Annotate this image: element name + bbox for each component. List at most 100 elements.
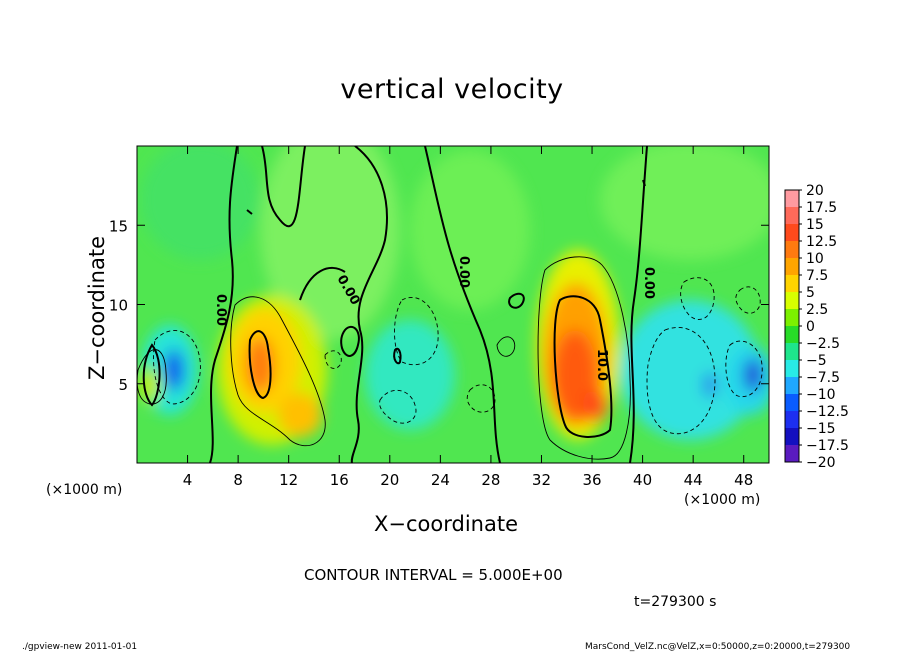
colorbar-swatch (785, 241, 799, 259)
colorbar-label: 17.5 (806, 200, 837, 216)
colorbar-swatch (785, 428, 799, 446)
colorbar-label: 10 (806, 251, 824, 267)
contour-label: 10.0 (594, 349, 609, 381)
time-note: t=279300 s (634, 594, 717, 610)
plot-area (137, 146, 769, 463)
colorbar-label: 0 (806, 319, 815, 335)
contour-line (299, 267, 346, 301)
colorbar-label: −5 (806, 353, 827, 369)
field-region (365, 320, 455, 430)
contour-label: 0.00 (213, 294, 228, 326)
colorbar-swatch (785, 190, 799, 208)
colorbar-swatch (785, 292, 799, 310)
contour-line (340, 325, 360, 357)
contour-line (537, 256, 631, 460)
colorbar-swatch (785, 445, 799, 463)
colorbar-label: 5 (806, 285, 815, 301)
contour-line (246, 209, 253, 215)
contour-line (248, 330, 272, 400)
colorbar-label: −7.5 (806, 370, 840, 386)
contour-line (466, 384, 496, 413)
x-tick-label: 36 (582, 471, 601, 489)
contour-line (629, 146, 648, 463)
colorbar-label: 20 (806, 183, 824, 199)
x-tick-label: 40 (633, 471, 652, 489)
contour-line (496, 336, 516, 357)
colorbar-swatch (785, 343, 799, 361)
x-tick-label: 4 (183, 471, 193, 489)
contour-line (394, 297, 439, 366)
contour-line (725, 340, 763, 398)
y-axis: 5 10 15 (109, 217, 769, 394)
y-tick-label: 10 (109, 297, 128, 315)
x-axis-label: X−coordinate (374, 512, 518, 536)
colorbar-swatch (785, 258, 799, 276)
contour-line (393, 347, 402, 365)
x-tick-label: 8 (233, 471, 243, 489)
footer-left: ./gpview-new 2011-01-01 (22, 642, 138, 652)
colorbar-label: −12.5 (806, 404, 849, 420)
contour-line (261, 146, 306, 228)
contour-line (142, 343, 161, 407)
colorbar-swatch (785, 394, 799, 412)
field-core (165, 350, 183, 390)
contour-line (424, 146, 501, 463)
contour-interval-note: CONTOUR INTERVAL = 5.000E+00 (304, 566, 563, 584)
field-region (410, 150, 530, 310)
footer-right: MarsCond_VelZ.nc@VelZ,x=0:50000,z=0:2000… (585, 642, 851, 652)
colorbar-label: −2.5 (806, 336, 840, 352)
contour-line (680, 277, 715, 320)
colorbar-swatch (785, 224, 799, 242)
field-region (260, 146, 400, 340)
field-core (745, 359, 761, 391)
x-tick-label: 48 (734, 471, 753, 489)
contour-label: 0.00 (641, 267, 656, 299)
colorbar-swatch (785, 207, 799, 225)
colorbar-label: −17.5 (806, 438, 849, 454)
contour-line (646, 327, 716, 435)
field-region (600, 146, 769, 260)
x-unit-label-left: (×1000 m) (46, 482, 123, 498)
colorbar-label: 15 (806, 217, 824, 233)
field-region (140, 146, 260, 260)
colorbar-label: −10 (806, 387, 836, 403)
x-tick-label: 28 (481, 471, 500, 489)
field-region (620, 300, 760, 440)
chart-title: vertical velocity (340, 74, 564, 105)
contour-lines (137, 146, 763, 463)
contour-line (508, 292, 525, 309)
x-tick-label: 44 (684, 471, 703, 489)
x-tick-label: 24 (431, 471, 450, 489)
x-unit-label-right: (×1000 m) (684, 492, 761, 508)
y-tick-label: 15 (109, 217, 128, 235)
contour-label: 0.00 (456, 256, 471, 288)
x-tick-label: 12 (279, 471, 298, 489)
contour-line (350, 146, 388, 463)
contour-line (153, 330, 201, 405)
x-axis: 4 8 12 16 20 24 28 32 36 40 44 48 (183, 146, 753, 489)
contour-line (379, 390, 417, 424)
colorbar-swatch (785, 275, 799, 293)
x-tick-label: 20 (380, 471, 399, 489)
colorbar-label: 12.5 (806, 234, 837, 250)
colorbar-label: 2.5 (806, 302, 828, 318)
colorbar-swatch (785, 326, 799, 344)
contour-line (209, 146, 238, 463)
colorbar-label: −20 (806, 455, 836, 471)
colorbar-swatch (785, 411, 799, 429)
colorbar-swatch (785, 309, 799, 327)
contour-line (553, 295, 613, 438)
y-tick-label: 5 (118, 376, 128, 394)
contour-line (642, 179, 646, 187)
colorbar-swatch (785, 360, 799, 378)
contour-line (230, 296, 326, 447)
field-core (583, 389, 607, 421)
y-axis-label: Z−coordinate (85, 236, 109, 380)
colorbar-label: 7.5 (806, 268, 828, 284)
x-tick-label: 32 (532, 471, 551, 489)
field-core (704, 373, 716, 397)
contour-line (735, 286, 761, 314)
field-region (278, 393, 322, 437)
